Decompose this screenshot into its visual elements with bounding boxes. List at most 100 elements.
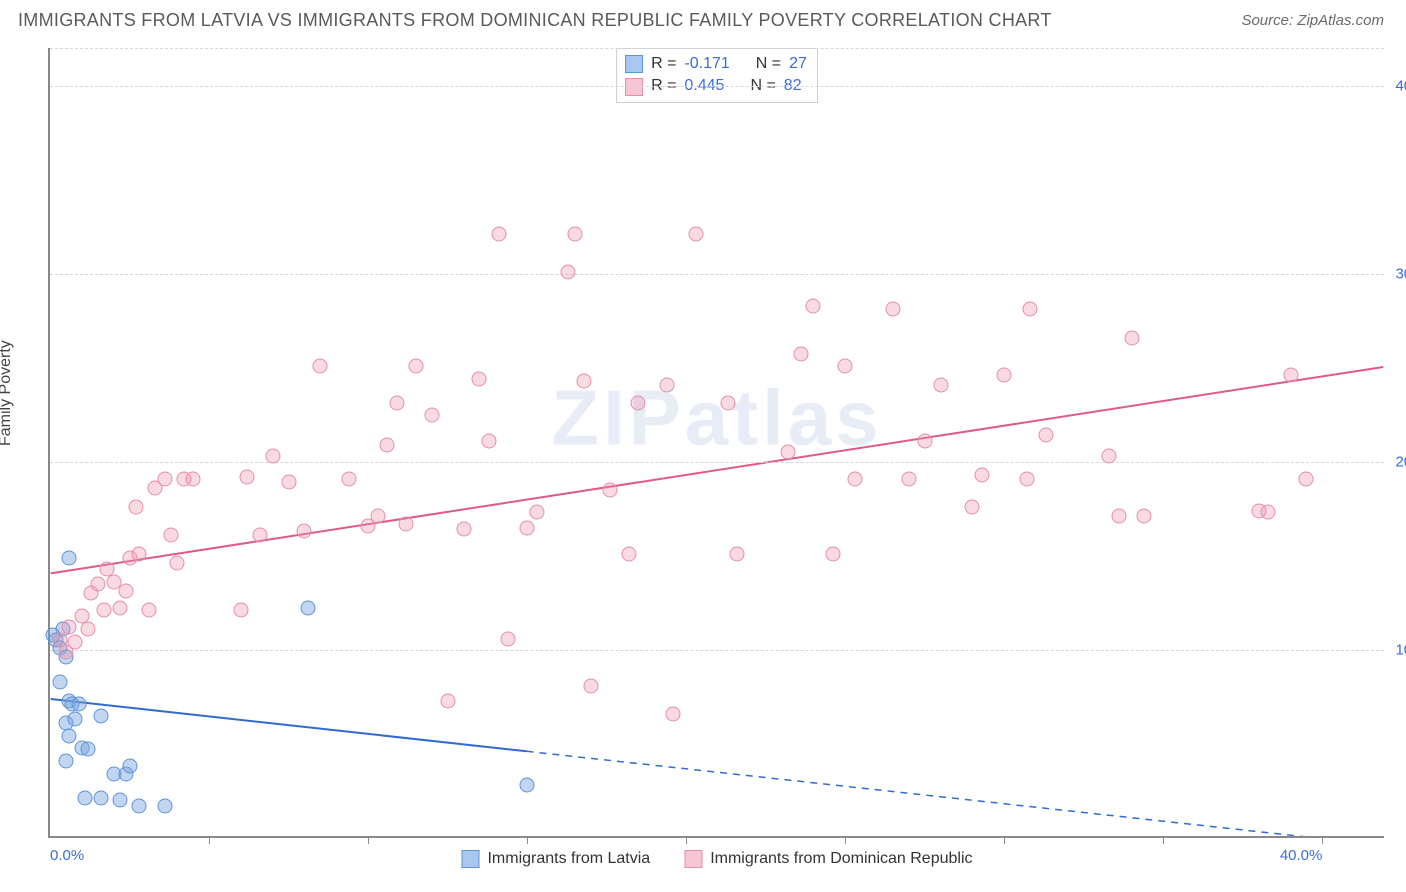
scatter-point-dominican [501, 631, 516, 646]
x-tick [368, 836, 369, 844]
scatter-point-dominican [730, 546, 745, 561]
legend-label-latvia: Immigrants from Latvia [487, 850, 650, 868]
scatter-point-dominican [141, 603, 156, 618]
scatter-point-dominican [1022, 302, 1037, 317]
scatter-point-dominican [62, 620, 77, 635]
scatter-point-dominican [885, 302, 900, 317]
trend-line-latvia-dashed [527, 751, 1384, 836]
scatter-point-dominican [252, 528, 267, 543]
scatter-point-dominican [825, 546, 840, 561]
scatter-point-latvia [68, 712, 83, 727]
scatter-point-dominican [720, 396, 735, 411]
scatter-point-dominican [408, 358, 423, 373]
source-attribution: Source: ZipAtlas.com [1241, 12, 1384, 29]
scatter-point-dominican [281, 475, 296, 490]
scatter-point-dominican [157, 471, 172, 486]
scatter-point-dominican [567, 227, 582, 242]
scatter-point-dominican [97, 603, 112, 618]
scatter-point-latvia [52, 674, 67, 689]
x-tick [1004, 836, 1005, 844]
scatter-point-dominican [997, 368, 1012, 383]
n-value-latvia: 27 [789, 53, 807, 75]
scatter-point-dominican [1038, 428, 1053, 443]
scatter-point-latvia [77, 791, 92, 806]
correlation-stats-box: R =-0.171N =27R =0.445N =82 [616, 48, 818, 103]
scatter-point-dominican [1299, 471, 1314, 486]
scatter-point-dominican [520, 520, 535, 535]
scatter-point-dominican [472, 371, 487, 386]
scatter-point-dominican [793, 347, 808, 362]
scatter-point-dominican [965, 499, 980, 514]
scatter-point-dominican [631, 396, 646, 411]
scatter-point-dominican [81, 622, 96, 637]
watermark: ZIPatlas [551, 373, 882, 464]
scatter-point-dominican [170, 556, 185, 571]
trend-line-latvia [51, 699, 527, 751]
scatter-point-latvia [520, 778, 535, 793]
x-tick [527, 836, 528, 844]
scatter-point-dominican [297, 524, 312, 539]
scatter-point-dominican [561, 264, 576, 279]
gridline-h [50, 274, 1384, 275]
scatter-point-latvia [122, 759, 137, 774]
scatter-point-dominican [838, 358, 853, 373]
scatter-point-dominican [1137, 509, 1152, 524]
scatter-point-dominican [90, 576, 105, 591]
r-value-latvia: -0.171 [684, 53, 729, 75]
scatter-point-dominican [933, 377, 948, 392]
scatter-point-dominican [583, 678, 598, 693]
scatter-point-dominican [380, 437, 395, 452]
scatter-point-latvia [81, 742, 96, 757]
scatter-point-dominican [1019, 471, 1034, 486]
scatter-point-dominican [313, 358, 328, 373]
n-label: N = [756, 53, 781, 75]
scatter-point-dominican [660, 377, 675, 392]
y-tick-label: 30.0% [1395, 265, 1406, 282]
scatter-point-dominican [132, 546, 147, 561]
x-tick [1322, 836, 1323, 844]
gridline-h [50, 48, 1384, 49]
scatter-point-latvia [132, 798, 147, 813]
scatter-point-dominican [1283, 368, 1298, 383]
legend-label-dominican: Immigrants from Dominican Republic [710, 850, 972, 868]
scatter-point-latvia [93, 708, 108, 723]
scatter-point-dominican [440, 693, 455, 708]
scatter-point-dominican [780, 445, 795, 460]
legend-item-dominican: Immigrants from Dominican Republic [684, 850, 972, 868]
scatter-point-dominican [389, 396, 404, 411]
scatter-point-dominican [399, 516, 414, 531]
scatter-point-latvia [58, 753, 73, 768]
scatter-point-dominican [917, 434, 932, 449]
r-label: R = [651, 53, 676, 75]
scatter-point-dominican [666, 706, 681, 721]
scatter-point-dominican [342, 471, 357, 486]
gridline-h [50, 86, 1384, 87]
scatter-point-latvia [62, 550, 77, 565]
scatter-point-dominican [112, 601, 127, 616]
scatter-point-dominican [119, 584, 134, 599]
scatter-point-dominican [186, 471, 201, 486]
gridline-h [50, 650, 1384, 651]
trend-lines-layer [50, 48, 1384, 836]
scatter-point-dominican [491, 227, 506, 242]
stats-row-latvia: R = -0.171 N = 27 [625, 53, 807, 75]
scatter-point-dominican [847, 471, 862, 486]
legend-bottom: Immigrants from Latvia Immigrants from Do… [461, 850, 972, 868]
scatter-point-dominican [1124, 330, 1139, 345]
scatter-point-dominican [128, 499, 143, 514]
scatter-point-dominican [456, 522, 471, 537]
x-tick [1163, 836, 1164, 844]
scatter-point-latvia [62, 729, 77, 744]
x-tick [845, 836, 846, 844]
scatter-point-dominican [688, 227, 703, 242]
scatter-point-dominican [1261, 505, 1276, 520]
scatter-point-dominican [621, 546, 636, 561]
scatter-point-dominican [1111, 509, 1126, 524]
scatter-point-dominican [240, 469, 255, 484]
scatter-point-dominican [806, 298, 821, 313]
legend-item-latvia: Immigrants from Latvia [461, 850, 650, 868]
chart-title: IMMIGRANTS FROM LATVIA VS IMMIGRANTS FRO… [18, 10, 1052, 31]
scatter-point-dominican [975, 467, 990, 482]
y-tick-label: 40.0% [1395, 77, 1406, 94]
scatter-point-latvia [71, 697, 86, 712]
